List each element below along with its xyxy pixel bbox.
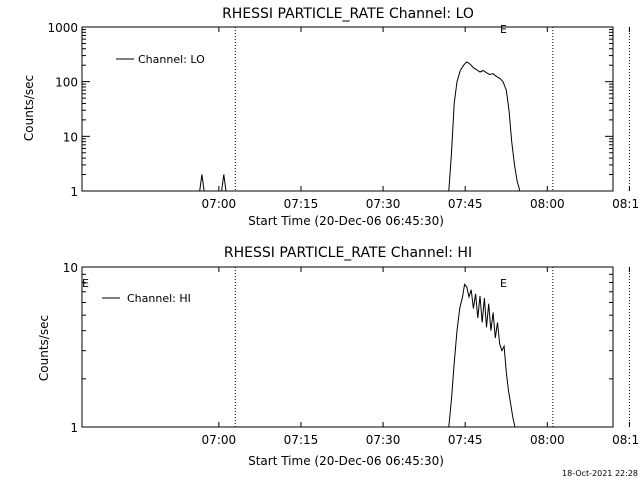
panel-hi-xtick-label-4: 08:00 [530,433,565,447]
panel-lo-ylabel: Counts/sec [22,75,36,141]
panel-hi-plot-frame [81,266,614,428]
panel-lo-event-marker-label: E [500,23,507,36]
panel-hi-ytick-label-1: 10 [63,261,78,275]
panel-lo-xtick-label-4: 08:00 [530,197,565,211]
panel-hi-xtick-label-0: 07:00 [202,433,237,447]
panel-lo-xtick-label-0: 07:00 [202,197,237,211]
panel-hi-ylabel: Counts/sec [37,315,51,381]
panel-lo-title: RHESSI PARTICLE_RATE Channel: LO [222,6,474,22]
panel-hi-legend-label: Channel: HI [127,292,191,305]
panel-lo-ytick-label-1: 10 [63,130,78,144]
panel-hi-xtick-label-1: 07:15 [284,433,319,447]
panel-lo-ytick-label-3: 1000 [47,21,78,35]
timestamp: 18-Oct-2021 22:28 [562,469,638,478]
panel-lo-ytick-label-0: 1 [70,185,78,199]
panel-hi-xtick-label-5: 08:15 [612,433,640,447]
panel-hi-xlabel: Start Time (20-Dec-06 06:45:30) [248,454,444,468]
panel-hi: RHESSI PARTICLE_RATE Channel: HI Counts/… [37,245,640,468]
panel-lo-ytick-label-2: 100 [55,76,78,90]
panel-lo-xtick-label-2: 07:30 [366,197,401,211]
panel-lo-xtick-label-3: 07:45 [448,197,483,211]
panel-hi-ytick-label-0: 1 [70,421,78,435]
panel-lo-plot-frame [81,26,614,192]
panel-lo-xtick-label-5: 08:15 [612,197,640,211]
panel-lo-legend-label: Channel: LO [138,53,205,66]
panel-hi-title: RHESSI PARTICLE_RATE Channel: HI [224,245,472,261]
panel-hi-event-marker-label-1: E [82,277,89,290]
panel-lo-series-line-0 [82,61,613,192]
panel-lo-xtick-label-1: 07:15 [284,197,319,211]
panel-hi-xtick-label-3: 07:45 [448,433,483,447]
panel-hi-xtick-label-2: 07:30 [366,433,401,447]
panel-hi-event-marker-label-2: E [500,277,507,290]
panel-hi-series-line-0 [82,283,613,428]
panel-lo-xlabel: Start Time (20-Dec-06 06:45:30) [248,214,444,228]
panel-lo: RHESSI PARTICLE_RATE Channel: LO Counts/… [22,6,640,228]
